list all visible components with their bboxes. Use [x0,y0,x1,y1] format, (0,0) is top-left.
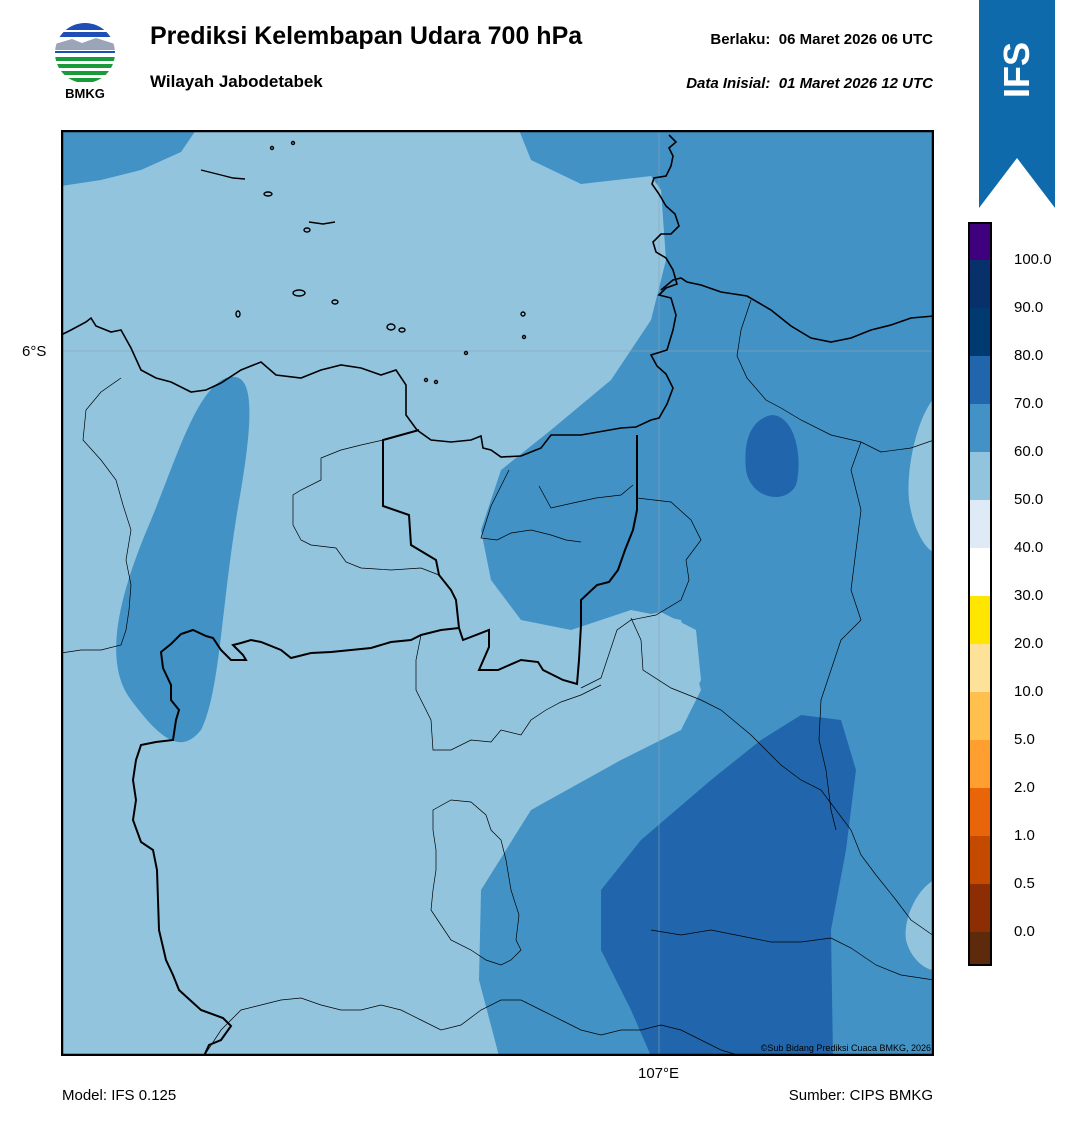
model-ribbon [979,0,1055,208]
colorbar-label: 1.0 [1014,827,1035,844]
colorbar-segment [970,452,990,500]
regency-borders [61,299,934,1056]
colorbar-label: 80.0 [1014,347,1044,364]
colorbar-segment [970,884,990,932]
source-info: Sumber: CIPS BMKG [788,1087,933,1104]
colorbar-segment [970,932,990,966]
colorbar-segment [970,740,990,788]
colorbar [968,222,992,966]
colorbar-segment [970,644,990,692]
colorbar-segment [970,308,990,356]
province-border [382,429,638,686]
province-border-west [131,627,460,1056]
map-credit: ©Sub Bidang Prediksi Cuaca BMKG, 2026 [760,1043,931,1053]
colorbar-label: 10.0 [1014,683,1044,700]
colorbar-segment [970,356,990,404]
init-time-value: 01 Maret 2026 12 UTC [778,75,933,92]
model-badge-text: IFS [995,41,1037,99]
colorbar-segment [970,500,990,548]
longitude-label: 107°E [638,1065,680,1082]
valid-time-label: Berlaku: [710,31,771,48]
colorbar-label: 2.0 [1014,779,1035,796]
colorbar-label: 5.0 [1014,731,1035,748]
latitude-label: 6°S [22,343,47,360]
coastline [61,134,680,458]
valid-time: Berlaku: 06 Maret 2026 06 UTC [710,31,933,48]
colorbar-segment [970,404,990,452]
colorbar-label: 100.0 [1014,251,1052,268]
init-time-label: Data Inisial: [686,75,771,92]
colorbar-label: 40.0 [1014,539,1044,556]
colorbar-segment [970,692,990,740]
humidity-map [61,130,934,1056]
model-badge: IFS [979,0,1055,140]
humidity-band-60-70-southeast-edge [905,880,934,970]
colorbar-label: 20.0 [1014,635,1044,652]
init-time: Data Inisial: 01 Maret 2026 12 UTC [686,75,933,92]
bmkg-logo [55,23,115,83]
islands [200,140,527,385]
colorbar-segment [970,224,990,260]
colorbar-segment [970,548,990,596]
colorbar-label: 0.5 [1014,875,1035,892]
colorbar-frame [968,222,992,966]
colorbar-label: 30.0 [1014,587,1044,604]
humidity-band-80-90-east [745,415,799,497]
colorbar-segment [970,788,990,836]
coastline-northeast [660,277,934,343]
humidity-band-80-90-south [601,715,856,1056]
colorbar-segment [970,836,990,884]
humidity-band-60-70-east-edge [908,398,934,552]
colorbar-label: 70.0 [1014,395,1044,412]
colorbar-label: 60.0 [1014,443,1044,460]
colorbar-label: 90.0 [1014,299,1044,316]
colorbar-segment [970,596,990,644]
colorbar-segment [970,260,990,308]
page-title: Prediksi Kelembapan Udara 700 hPa [150,22,583,50]
region-subtitle: Wilayah Jabodetabek [150,72,323,91]
humidity-band-70-80-west [116,376,250,743]
colorbar-label: 50.0 [1014,491,1044,508]
valid-time-value: 06 Maret 2026 06 UTC [778,31,933,48]
colorbar-label: 0.0 [1014,923,1035,940]
humidity-band-60-70-center [591,612,701,745]
humidity-band-70-80-northwest [61,130,196,186]
model-info: Model: IFS 0.125 [62,1087,177,1104]
map-frame [61,130,934,1056]
bmkg-logo-label: BMKG [65,86,105,101]
